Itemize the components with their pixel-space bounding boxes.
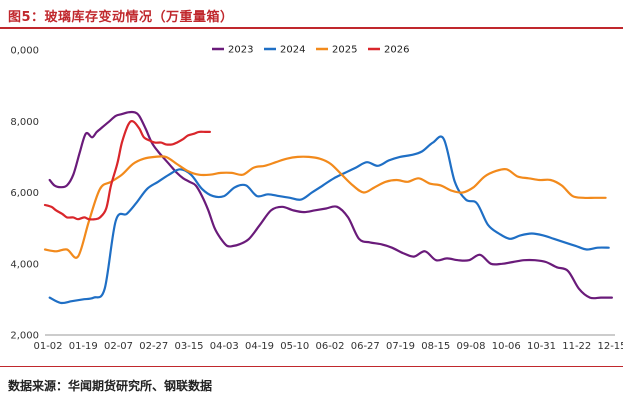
series-line-2026: [43, 120, 211, 221]
source-note: 数据来源：华闻期货研究所、钢联数据: [8, 379, 213, 393]
legend: 2023 2024 2025 2026: [212, 45, 409, 56]
x-tick-label: 04-19: [245, 341, 274, 352]
x-tick-label: 01-02: [33, 341, 62, 352]
series-line-2024: [48, 135, 610, 305]
y-tick-label: 8,000: [10, 117, 39, 128]
series-line-2023: [48, 110, 613, 300]
x-tick-label: 02-07: [104, 341, 133, 352]
chart-title: 图5：玻璃库存变动情况（万重量箱）: [8, 10, 234, 25]
x-tick-label: 04-03: [210, 341, 239, 352]
series-line-2025: [43, 155, 607, 259]
x-tick-label: 05-10: [280, 341, 309, 352]
x-tick-label: 06-02: [315, 341, 344, 352]
x-tick-label: 03-15: [174, 341, 203, 352]
legend-label-2025: 2025: [332, 45, 357, 56]
x-tick-label: 10-06: [492, 341, 521, 352]
title-divider: [0, 27, 623, 29]
legend-label-2026: 2026: [384, 45, 409, 56]
x-tick-label: 11-22: [562, 341, 591, 352]
y-tick-label: 0,000: [10, 46, 39, 57]
x-axis: 01-02 01-19 02-07 02-27 03-15 04-03 04-19 05-10…: [33, 341, 623, 352]
x-tick-label: 10-31: [527, 341, 556, 352]
legend-label-2023: 2023: [228, 45, 253, 56]
x-tick-label: 08-15: [421, 341, 450, 352]
y-tick-label: 2,000: [10, 331, 39, 342]
x-tick-label: 06-27: [351, 341, 380, 352]
x-tick-label: 12-15: [597, 341, 623, 352]
series-lines: [43, 110, 613, 305]
x-tick-label: 07-19: [386, 341, 415, 352]
source-divider: [0, 366, 623, 367]
y-tick-label: 6,000: [10, 188, 39, 199]
y-tick-label: 4,000: [10, 259, 39, 270]
x-tick-label: 02-27: [139, 341, 168, 352]
x-tick-label: 09-08: [456, 341, 485, 352]
line-chart: 2023 2024 2025 2026 2,000 4,000 6,000 8,000 0,0…: [10, 45, 623, 353]
y-axis: 2,000 4,000 6,000 8,000 0,000: [10, 46, 39, 342]
legend-label-2024: 2024: [280, 45, 305, 56]
x-tick-label: 01-19: [69, 341, 98, 352]
